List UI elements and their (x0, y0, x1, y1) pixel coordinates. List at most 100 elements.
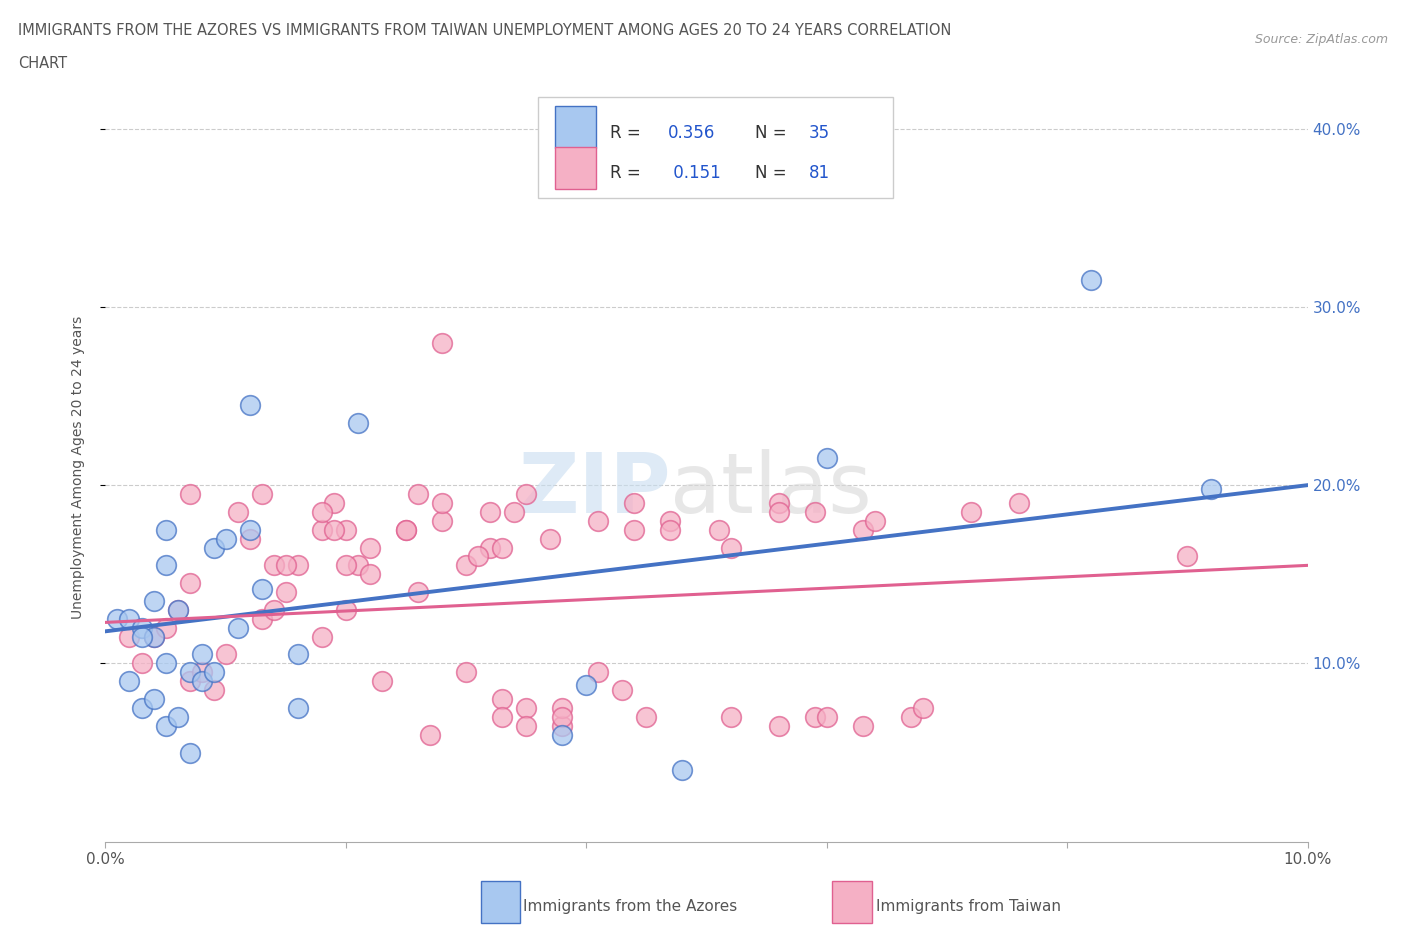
Text: Immigrants from Taiwan: Immigrants from Taiwan (876, 899, 1062, 914)
Point (239, 397, 262, 412)
Point (636, 710, 658, 724)
Point (214, 647, 236, 662)
Point (1008, 496, 1031, 511)
Text: 35: 35 (808, 124, 830, 141)
Text: IMMIGRANTS FROM THE AZORES VS IMMIGRANTS FROM TAIWAN UNEMPLOYMENT AMONG AGES 20 : IMMIGRANTS FROM THE AZORES VS IMMIGRANTS… (18, 23, 952, 38)
Text: 0.356: 0.356 (668, 124, 716, 141)
Point (155, 656, 177, 671)
Text: 81: 81 (808, 164, 830, 182)
Point (311, 630, 333, 644)
Text: ZIP: ZIP (517, 449, 671, 530)
Point (107, 611, 129, 626)
Point (454, 665, 477, 680)
Point (623, 523, 645, 538)
Point (491, 692, 513, 707)
Point (454, 558, 477, 573)
Point (131, 656, 153, 671)
Point (588, 665, 610, 680)
Point (1175, 549, 1198, 564)
Point (322, 496, 344, 511)
Point (226, 620, 249, 635)
Point (202, 665, 225, 680)
Point (179, 665, 201, 680)
Point (250, 581, 273, 596)
Point (142, 630, 165, 644)
Point (671, 763, 693, 777)
Point (190, 674, 212, 689)
Text: CHART: CHART (18, 56, 67, 71)
Point (371, 674, 394, 689)
Point (852, 523, 875, 538)
Point (852, 718, 875, 733)
Point (406, 585, 429, 600)
Point (274, 585, 297, 600)
Point (311, 523, 333, 538)
Point (551, 718, 574, 733)
Point (479, 504, 502, 519)
Text: N =: N = (755, 164, 792, 182)
Point (551, 727, 574, 742)
Point (202, 683, 225, 698)
Point (214, 531, 236, 546)
Point (430, 335, 453, 350)
Point (395, 523, 418, 538)
Point (118, 674, 141, 689)
Point (491, 540, 513, 555)
Point (551, 710, 574, 724)
Point (142, 692, 165, 707)
Point (551, 700, 574, 715)
Point (335, 558, 357, 573)
Point (287, 647, 309, 662)
Point (768, 496, 790, 511)
Point (659, 523, 682, 538)
Point (720, 710, 742, 724)
Point (263, 603, 285, 618)
Point (359, 540, 381, 555)
Point (707, 523, 730, 538)
Text: N =: N = (755, 124, 792, 141)
Point (179, 576, 201, 591)
Point (359, 567, 381, 582)
Point (118, 630, 141, 644)
Point (166, 603, 188, 618)
FancyBboxPatch shape (555, 147, 596, 189)
Point (131, 700, 153, 715)
Point (131, 630, 153, 644)
Point (503, 504, 526, 519)
Point (142, 593, 165, 608)
Point (515, 486, 537, 501)
Text: Immigrants from the Azores: Immigrants from the Azores (523, 899, 737, 914)
Point (166, 710, 188, 724)
Point (142, 630, 165, 644)
Point (1201, 482, 1223, 497)
Point (588, 513, 610, 528)
Point (467, 549, 489, 564)
Point (131, 620, 153, 635)
Point (803, 504, 825, 519)
Point (287, 700, 309, 715)
FancyBboxPatch shape (538, 97, 893, 198)
Y-axis label: Unemployment Among Ages 20 to 24 years: Unemployment Among Ages 20 to 24 years (70, 315, 84, 619)
Point (347, 558, 370, 573)
Point (190, 665, 212, 680)
Point (1080, 272, 1102, 287)
Point (155, 718, 177, 733)
Point (720, 540, 742, 555)
Point (239, 531, 262, 546)
Point (118, 611, 141, 626)
Point (274, 558, 297, 573)
Point (322, 523, 344, 538)
Point (347, 416, 370, 431)
Point (335, 523, 357, 538)
Point (479, 540, 502, 555)
Text: atlas: atlas (671, 449, 872, 530)
Point (419, 727, 441, 742)
Point (815, 451, 838, 466)
Point (179, 674, 201, 689)
Point (960, 504, 983, 519)
Text: 0.151: 0.151 (668, 164, 721, 182)
Point (900, 710, 922, 724)
Point (311, 504, 333, 519)
Text: Source: ZipAtlas.com: Source: ZipAtlas.com (1254, 33, 1388, 46)
Point (911, 700, 934, 715)
